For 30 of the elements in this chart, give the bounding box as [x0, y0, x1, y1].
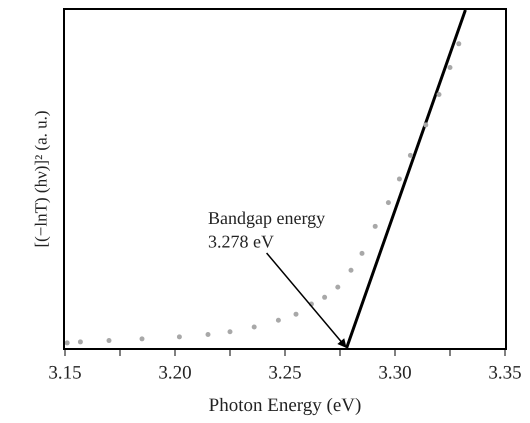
point: [448, 64, 452, 70]
point: [252, 324, 257, 330]
point: [396, 176, 402, 182]
point: [436, 92, 442, 97]
point: [335, 284, 340, 290]
point: [360, 250, 364, 256]
x-tick-label: 3.30: [378, 362, 412, 384]
annotation: Bandgap energy 3.278 eV: [208, 208, 326, 252]
point: [456, 41, 462, 46]
x-tick-label: 3.20: [158, 362, 192, 384]
point: [348, 268, 354, 273]
point: [176, 334, 182, 340]
point: [408, 152, 413, 158]
y-axis-title: [(−lnT) (hν)]² (a. u.): [31, 110, 50, 248]
point: [372, 224, 378, 229]
point: [276, 318, 281, 323]
x-axis-title: Photon Energy (eV): [208, 394, 362, 416]
point: [423, 122, 428, 128]
point: [65, 340, 70, 346]
point: [78, 339, 83, 344]
x-tick-label: 3.35: [488, 362, 522, 384]
x-tick-label: 3.25: [268, 362, 302, 384]
point: [206, 332, 210, 337]
point: [228, 329, 232, 334]
x-tick-label: 3.15: [48, 362, 82, 384]
point: [294, 312, 298, 317]
point: [322, 294, 328, 300]
point: [106, 338, 112, 344]
point: [140, 336, 144, 342]
point: [386, 200, 391, 206]
